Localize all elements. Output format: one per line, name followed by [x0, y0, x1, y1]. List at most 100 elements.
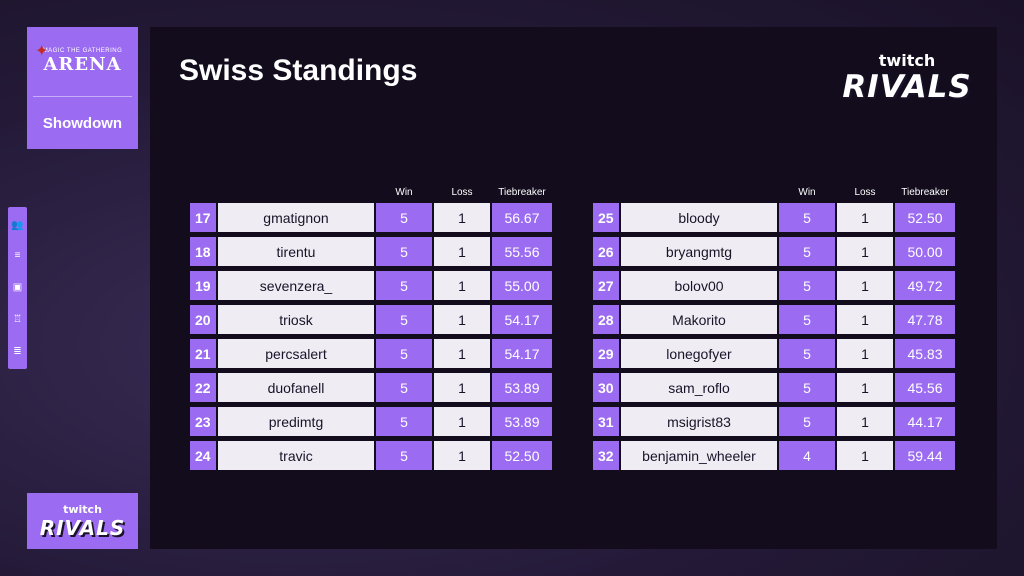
table-row: 31 msigrist83 5 1 44.17: [593, 407, 956, 436]
table-row: 18 tirentu 5 1 55.56: [190, 237, 553, 266]
loss-cell: 1: [837, 407, 893, 436]
tiebreaker-cell: 45.83: [895, 339, 955, 368]
rank-cell: 26: [593, 237, 619, 266]
player-name-cell: gmatignon: [218, 203, 374, 232]
table-row: 28 Makorito 5 1 47.78: [593, 305, 956, 334]
col-loss: Loss: [451, 187, 473, 198]
trophy-icon[interactable]: ♖: [13, 314, 22, 325]
player-name-cell: bolov00: [621, 271, 777, 300]
rank-cell: 25: [593, 203, 619, 232]
tiebreaker-cell: 53.89: [492, 373, 552, 402]
twitch-rivals-logo: twitch RIVALS: [842, 51, 970, 113]
player-name-cell: bryangmtg: [621, 237, 777, 266]
table-row: 32 benjamin_wheeler 4 1 59.44: [593, 441, 956, 470]
loss-cell: 1: [434, 339, 490, 368]
brand-card: ✦ MAGIC THE GATHERING ARENA Showdown: [27, 27, 138, 149]
rank-cell: 21: [190, 339, 216, 368]
tiebreaker-cell: 52.50: [895, 203, 955, 232]
win-cell: 5: [779, 203, 835, 232]
player-name-cell: tirentu: [218, 237, 374, 266]
win-cell: 5: [376, 237, 432, 266]
win-cell: 5: [376, 203, 432, 232]
win-cell: 5: [779, 373, 835, 402]
col-win: Win: [798, 187, 816, 198]
rank-cell: 28: [593, 305, 619, 334]
player-name-cell: msigrist83: [621, 407, 777, 436]
standings-table-right: Win Loss Tiebreaker 25 bloody 5 1 52.50 26 bry…: [593, 185, 956, 475]
loss-cell: 1: [837, 305, 893, 334]
rank-cell: 23: [190, 407, 216, 436]
rank-cell: 31: [593, 407, 619, 436]
table-row: 22 duofanell 5 1 53.89: [190, 373, 553, 402]
twitch-rivals-logo-small: twitch RIVALS: [27, 493, 138, 549]
page-title: Swiss Standings: [179, 54, 418, 87]
event-name: Showdown: [42, 114, 123, 132]
win-cell: 4: [779, 441, 835, 470]
win-cell: 5: [376, 271, 432, 300]
player-name-cell: benjamin_wheeler: [621, 441, 777, 470]
tiebreaker-cell: 59.44: [895, 441, 955, 470]
loss-cell: 1: [434, 271, 490, 300]
game-title: ARENA: [43, 54, 122, 75]
player-name-cell: sevenzera_: [218, 271, 374, 300]
loss-cell: 1: [837, 203, 893, 232]
leaderboard-icon[interactable]: ≣: [13, 346, 22, 357]
table-row: 21 percsalert 5 1 54.17: [190, 339, 553, 368]
twitch-wordmark: twitch: [878, 51, 936, 70]
tiebreaker-cell: 55.56: [492, 237, 552, 266]
tiebreaker-cell: 56.67: [492, 203, 552, 232]
table-row: 17 gmatignon 5 1 56.67: [190, 203, 553, 232]
win-cell: 5: [779, 407, 835, 436]
win-cell: 5: [376, 441, 432, 470]
win-cell: 5: [376, 305, 432, 334]
rank-cell: 32: [593, 441, 619, 470]
loss-cell: 1: [837, 237, 893, 266]
col-tiebreaker: Tiebreaker: [498, 187, 546, 198]
tiebreaker-cell: 53.89: [492, 407, 552, 436]
table-row: 19 sevenzera_ 5 1 55.00: [190, 271, 553, 300]
col-loss: Loss: [854, 187, 876, 198]
loss-cell: 1: [837, 271, 893, 300]
table-row: 29 lonegofyer 5 1 45.83: [593, 339, 956, 368]
player-name-cell: predimtg: [218, 407, 374, 436]
calendar-icon[interactable]: ▣: [12, 282, 23, 293]
table-header: Win Loss Tiebreaker: [593, 185, 956, 203]
player-name-cell: lonegofyer: [621, 339, 777, 368]
tiebreaker-cell: 45.56: [895, 373, 955, 402]
loss-cell: 1: [434, 237, 490, 266]
tiebreaker-cell: 44.17: [895, 407, 955, 436]
player-name-cell: sam_roflo: [621, 373, 777, 402]
loss-cell: 1: [434, 407, 490, 436]
players-icon[interactable]: 👥: [11, 220, 24, 231]
bracket-icon[interactable]: ≡: [14, 250, 21, 261]
tiebreaker-cell: 47.78: [895, 305, 955, 334]
table-row: 24 travic 5 1 52.50: [190, 441, 553, 470]
table-row: 25 bloody 5 1 52.50: [593, 203, 956, 232]
tiebreaker-cell: 52.50: [492, 441, 552, 470]
rank-cell: 29: [593, 339, 619, 368]
player-name-cell: percsalert: [218, 339, 374, 368]
rivals-wordmark: RIVALS: [39, 515, 126, 540]
win-cell: 5: [779, 271, 835, 300]
table-header: Win Loss Tiebreaker: [190, 185, 553, 203]
player-name-cell: travic: [218, 441, 374, 470]
rank-cell: 30: [593, 373, 619, 402]
side-rail: 👥 ≡ ▣ ♖ ≣: [8, 207, 27, 369]
rank-cell: 24: [190, 441, 216, 470]
player-name-cell: triosk: [218, 305, 374, 334]
loss-cell: 1: [837, 373, 893, 402]
rank-cell: 22: [190, 373, 216, 402]
col-win: Win: [395, 187, 413, 198]
tiebreaker-cell: 49.72: [895, 271, 955, 300]
rank-cell: 27: [593, 271, 619, 300]
tiebreaker-cell: 54.17: [492, 339, 552, 368]
table-row: 27 bolov00 5 1 49.72: [593, 271, 956, 300]
col-tiebreaker: Tiebreaker: [901, 187, 949, 198]
player-name-cell: bloody: [621, 203, 777, 232]
player-name-cell: Makorito: [621, 305, 777, 334]
rank-cell: 19: [190, 271, 216, 300]
win-cell: 5: [376, 407, 432, 436]
win-cell: 5: [376, 339, 432, 368]
rank-cell: 17: [190, 203, 216, 232]
tiebreaker-cell: 54.17: [492, 305, 552, 334]
